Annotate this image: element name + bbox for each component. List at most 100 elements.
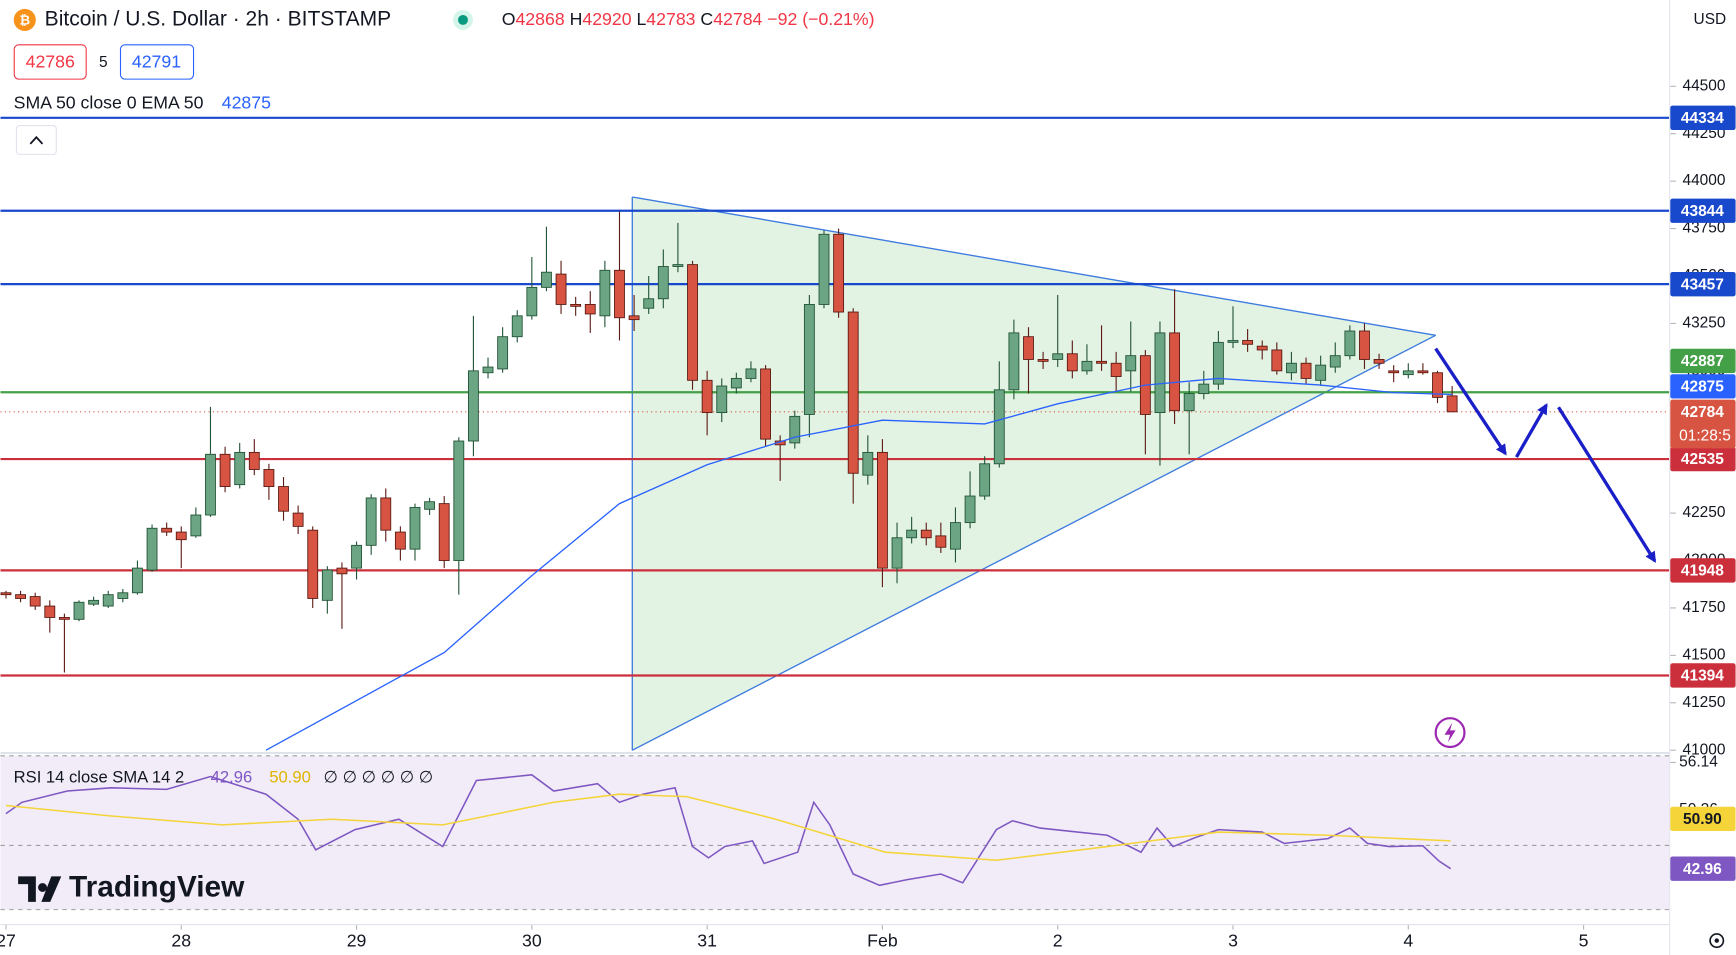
candle-body [760, 368, 771, 440]
ma-value: 42875 [222, 93, 271, 113]
candle-body [833, 233, 845, 313]
candle-body [1417, 370, 1429, 374]
candle-body [526, 286, 538, 317]
y-tick-label: 42250 [1682, 504, 1725, 521]
ask-box[interactable] [119, 44, 195, 80]
candle-body [862, 451, 874, 476]
candle-body [1329, 355, 1341, 368]
candle-body [102, 594, 114, 607]
price-badge-label: 42887 [1681, 353, 1724, 370]
candle-body [964, 495, 976, 524]
countdown: 01:28:5 [1679, 427, 1731, 444]
rsi-sma-line [5, 793, 1451, 862]
candle-body [380, 497, 392, 531]
collapse-button[interactable] [15, 125, 57, 155]
candle-body [190, 514, 202, 537]
price-badge [1670, 663, 1736, 688]
triangle-edge [632, 196, 1436, 336]
price-badge [1670, 348, 1736, 374]
bid-box[interactable] [13, 44, 87, 80]
candle-body [1066, 353, 1078, 372]
rsi-line [5, 774, 1452, 887]
rsi-badge [1670, 856, 1736, 881]
candle-body [278, 486, 289, 512]
price-badge [1670, 105, 1736, 130]
candle-body [701, 379, 713, 414]
x-tick-label: 5 [1579, 930, 1589, 950]
candle-body [935, 535, 947, 548]
candle-body [1402, 370, 1414, 376]
candle-body [1096, 360, 1107, 364]
y-tick-label: 41000 [1682, 741, 1725, 758]
candle-body [132, 567, 143, 594]
candle-body [482, 366, 494, 374]
price-badge [1670, 271, 1736, 297]
candle-body [1183, 393, 1195, 412]
candle-body [657, 266, 669, 300]
rsi-legend: RSI 14 close SMA 14 2 [14, 767, 184, 786]
candle-body [628, 315, 640, 321]
candle-body [15, 594, 27, 599]
ema-line [265, 377, 1453, 751]
candle-body [117, 592, 129, 599]
x-tick-label: 30 [522, 930, 542, 950]
candle-body [876, 451, 888, 569]
price-badges: 41394 41948 42535 42784 01:28:5 42875 42887 434… [1670, 105, 1736, 881]
candle-body [847, 311, 859, 474]
rsi-pane [5, 774, 1452, 887]
arrow [1515, 403, 1548, 458]
rsi-badge [1670, 806, 1736, 832]
candle-body [1037, 359, 1049, 362]
chevron [29, 135, 44, 145]
candle-body [438, 503, 450, 561]
rsi-value: 42.96 [211, 767, 253, 786]
candle-body [292, 512, 304, 527]
alert-icon[interactable] [1434, 717, 1466, 749]
candle-body [307, 529, 319, 599]
settings-icon[interactable] [1709, 933, 1725, 949]
candle-body [365, 497, 377, 546]
x-tick-label: 3 [1228, 930, 1238, 950]
candle-body [891, 537, 903, 569]
candle-body [336, 567, 348, 575]
rsi-extras: ∅ ∅ ∅ ∅ ∅ ∅ [324, 767, 434, 786]
candle-body [906, 529, 918, 539]
rsi-tick-label: 56.14 [1679, 754, 1718, 771]
y-tick-label: 41250 [1682, 694, 1725, 711]
x-tick-label: 27 [0, 930, 16, 950]
x-tick-label: Feb [867, 930, 898, 950]
price-badge [1670, 446, 1736, 472]
candle-body [219, 453, 231, 487]
candle-body [453, 440, 465, 561]
bid: 42786 [26, 52, 75, 72]
candle-body [789, 415, 801, 444]
candle-body [29, 596, 41, 607]
candle-body [73, 601, 85, 620]
candle-body [205, 453, 216, 516]
rsi-badge-label: 50.90 [1683, 811, 1722, 828]
y-tick-label: 43250 [1682, 315, 1725, 332]
candle-body [614, 269, 625, 319]
y-tick-label: 43750 [1682, 220, 1725, 237]
coin-symbol: ₿ [19, 13, 30, 28]
candle-body [643, 298, 655, 309]
settings-dot [1714, 938, 1719, 943]
ohlc-legend: O42868 H42920 L42783 C42784 −92 (−0.21%) [502, 9, 875, 29]
rsi-band [0, 755, 1670, 910]
candle-body [1110, 362, 1122, 377]
ohlc-value: 42784 [713, 9, 762, 29]
triangle-drawing [631, 196, 1436, 751]
y-tick-label: 44500 [1682, 77, 1725, 94]
ohlc-value: 42783 [646, 9, 695, 29]
candle-body [716, 385, 728, 414]
candle-body [687, 264, 698, 381]
candles [0, 211, 1458, 751]
candle-body [1256, 345, 1268, 351]
x-tick-label: 29 [347, 930, 367, 950]
coin-icon [13, 8, 36, 31]
candle-body [1315, 364, 1327, 381]
x-tick-label: 28 [171, 930, 191, 950]
candle-body [1271, 349, 1283, 372]
